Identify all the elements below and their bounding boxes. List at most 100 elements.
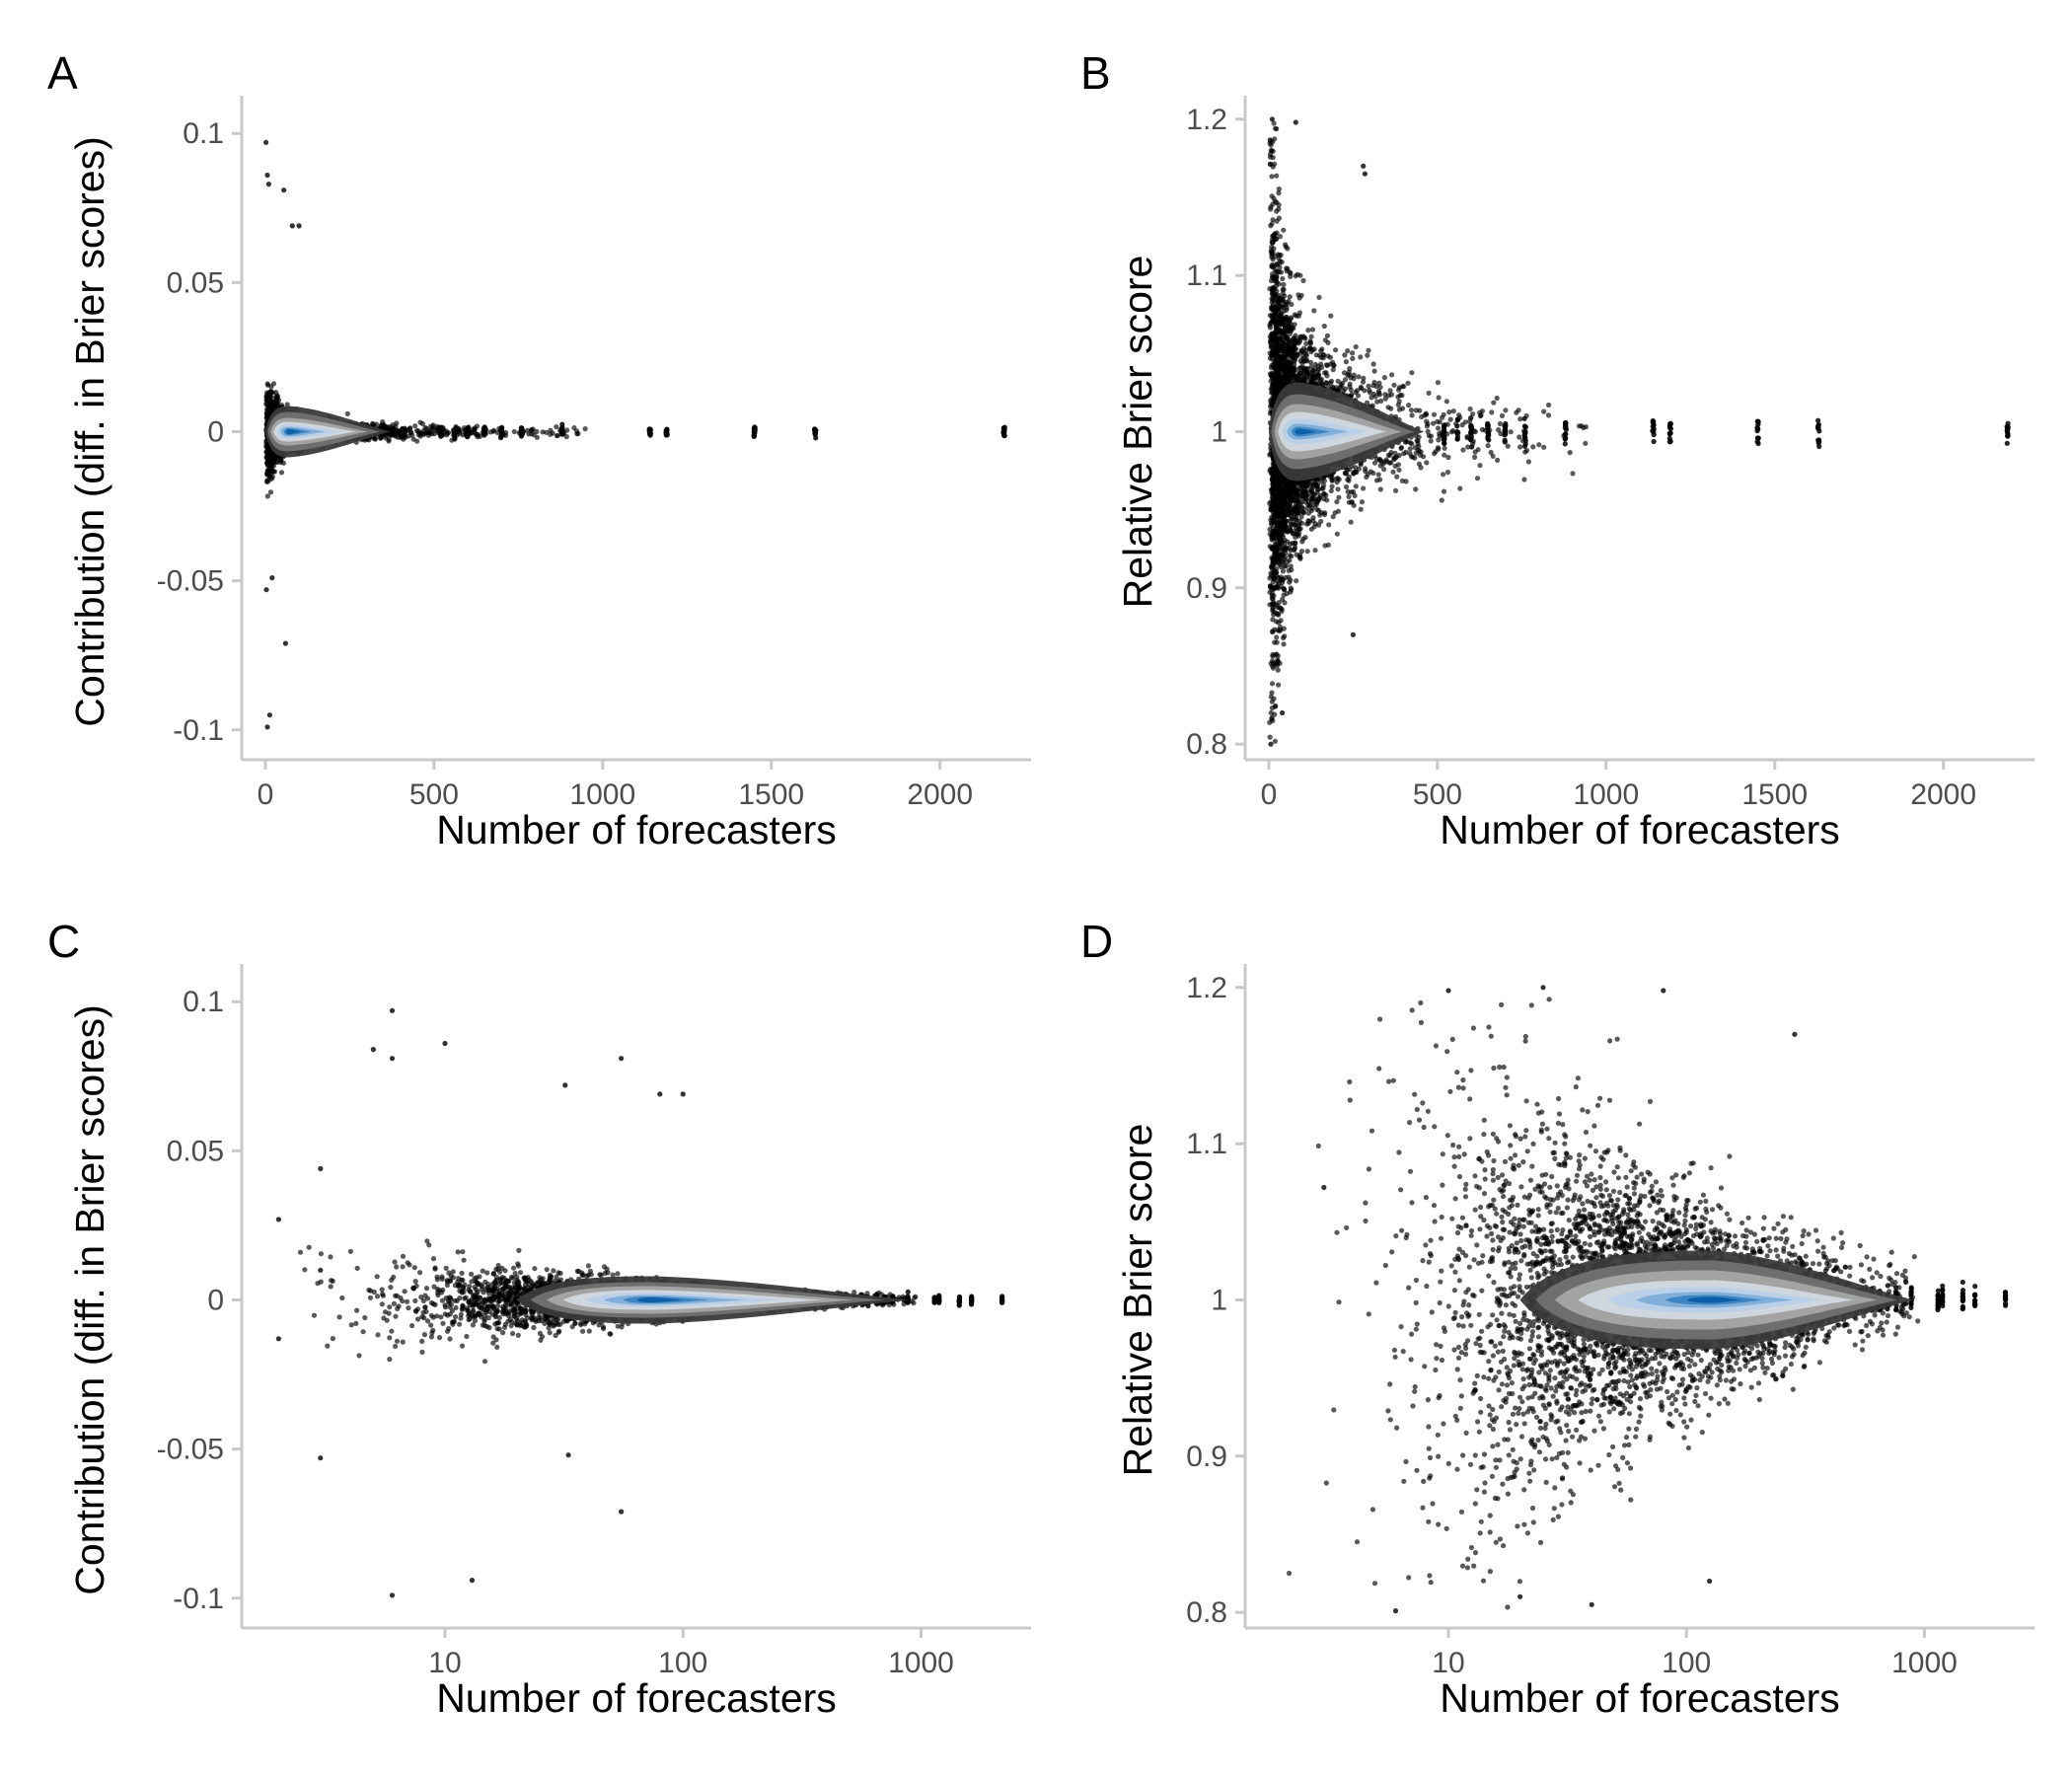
data-point bbox=[540, 429, 546, 435]
data-point bbox=[438, 433, 444, 439]
data-point bbox=[267, 449, 273, 455]
data-point bbox=[263, 587, 269, 593]
y-tick-label: 0.9 bbox=[1186, 572, 1227, 605]
data-point bbox=[1413, 486, 1419, 492]
data-point bbox=[370, 420, 376, 426]
data-point bbox=[263, 479, 270, 484]
data-point bbox=[558, 427, 565, 433]
data-point bbox=[1503, 407, 1509, 413]
data-point bbox=[280, 460, 287, 466]
data-point bbox=[465, 429, 471, 435]
data-point bbox=[265, 182, 271, 187]
x-tick-label: 0 bbox=[258, 778, 274, 811]
data-point bbox=[1316, 294, 1322, 300]
data-point bbox=[414, 438, 420, 444]
data-point bbox=[647, 427, 653, 433]
y-tick-label: 0 bbox=[207, 416, 224, 449]
data-point bbox=[444, 432, 450, 438]
data-point bbox=[412, 423, 418, 429]
data-point bbox=[452, 428, 458, 434]
x-tick-label: 1500 bbox=[738, 778, 804, 811]
data-point bbox=[372, 436, 378, 442]
data-point bbox=[344, 410, 350, 416]
data-point bbox=[1441, 488, 1447, 494]
data-point bbox=[264, 493, 270, 499]
data-point bbox=[266, 712, 272, 718]
data-point bbox=[1312, 548, 1318, 554]
data-point bbox=[289, 223, 295, 229]
data-point bbox=[438, 429, 444, 435]
data-point bbox=[267, 489, 274, 495]
data-point bbox=[550, 430, 555, 436]
data-point bbox=[582, 426, 588, 432]
data-point bbox=[407, 425, 412, 431]
data-point bbox=[1276, 682, 1282, 688]
data-point bbox=[418, 431, 424, 437]
data-point bbox=[1567, 450, 1573, 456]
data-point bbox=[264, 172, 270, 179]
data-point bbox=[296, 223, 302, 229]
data-point bbox=[1428, 438, 1434, 444]
data-point bbox=[267, 388, 273, 395]
panel-label: A bbox=[47, 47, 78, 99]
data-point bbox=[266, 462, 272, 468]
y-tick-label: 1 bbox=[1211, 416, 1227, 449]
data-point bbox=[526, 431, 532, 437]
data-point bbox=[403, 434, 408, 440]
data-point bbox=[263, 139, 269, 145]
data-point bbox=[1343, 359, 1349, 365]
y-axis-title: Contribution (diff. in Brier scores) bbox=[67, 136, 112, 727]
data-point bbox=[278, 470, 285, 476]
x-tick-label: 2000 bbox=[1910, 778, 1976, 811]
data-point bbox=[417, 419, 423, 425]
x-tick-label: 1000 bbox=[569, 778, 635, 811]
y-tick-label: -0.1 bbox=[173, 714, 224, 747]
x-axis-title: Number of forecasters bbox=[436, 807, 837, 852]
x-tick-label: 2000 bbox=[907, 778, 973, 811]
data-point bbox=[430, 423, 436, 429]
data-point bbox=[281, 187, 287, 193]
y-tick-label: 1.2 bbox=[1186, 104, 1227, 136]
data-point bbox=[499, 429, 505, 436]
panel-label: B bbox=[1080, 47, 1111, 99]
data-point bbox=[390, 422, 396, 428]
data-point bbox=[1424, 460, 1430, 466]
x-tick-label: 500 bbox=[409, 778, 459, 811]
data-point bbox=[266, 474, 273, 480]
data-point bbox=[575, 430, 581, 437]
data-point bbox=[1001, 427, 1007, 433]
data-point bbox=[1308, 333, 1314, 339]
data-point bbox=[282, 640, 288, 646]
y-tick-label: 0.05 bbox=[167, 266, 224, 299]
data-point bbox=[266, 397, 273, 403]
y-tick-label: 0.8 bbox=[1186, 728, 1227, 761]
data-point bbox=[269, 575, 275, 581]
data-point bbox=[1358, 506, 1364, 512]
data-point bbox=[1441, 472, 1446, 478]
data-point bbox=[264, 381, 270, 387]
data-point bbox=[270, 381, 277, 387]
data-point bbox=[1457, 485, 1463, 491]
data-point bbox=[1489, 409, 1495, 415]
y-tick-label: 0.1 bbox=[183, 117, 224, 150]
data-point bbox=[813, 435, 819, 441]
data-point bbox=[1333, 347, 1339, 353]
data-point bbox=[559, 421, 565, 427]
y-tick-label: 1.1 bbox=[1186, 259, 1227, 292]
data-point bbox=[487, 429, 493, 435]
data-point bbox=[511, 428, 517, 435]
data-point bbox=[393, 429, 399, 435]
data-point bbox=[812, 430, 819, 436]
data-point bbox=[481, 429, 487, 435]
data-point bbox=[531, 432, 537, 438]
data-point bbox=[1326, 522, 1332, 528]
data-point bbox=[273, 394, 280, 400]
data-point bbox=[571, 425, 577, 431]
data-point bbox=[1491, 400, 1497, 406]
data-point bbox=[518, 429, 525, 435]
data-point bbox=[1294, 578, 1299, 584]
